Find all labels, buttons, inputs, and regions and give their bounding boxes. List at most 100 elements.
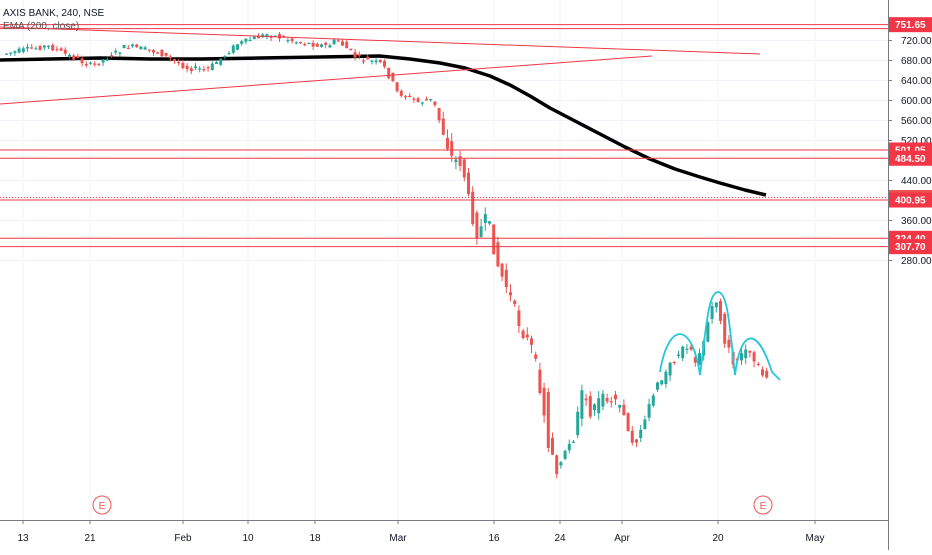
candle-body [756,363,760,366]
candle-body [42,45,46,48]
candle-body [370,60,374,62]
price-label-text: 484.50 [895,154,926,165]
candle-body [404,96,407,98]
candle-body [181,62,185,69]
candle-body [458,156,462,166]
drawings [0,24,888,248]
candle-body [588,396,592,417]
candle-body [278,34,281,39]
candle-body [252,36,256,40]
candle-body [408,95,412,98]
candle-body [584,398,588,401]
candle-body [433,101,437,106]
y-tick-label: 520.00 [901,136,932,147]
candle-body [660,380,664,385]
price-label-box [889,239,932,255]
candle-body [643,419,647,429]
earnings-marker-label: E [760,501,767,512]
candle-body [152,50,155,53]
candle-body [63,49,67,54]
candle-body [290,38,294,42]
candle-body [681,346,685,359]
y-tick-label: 680.00 [901,56,932,67]
candle-body [164,52,168,56]
candle-body [34,48,38,50]
candle-body [257,36,260,39]
head-and-shoulders-pattern [659,291,781,381]
candle-body [609,401,613,403]
x-tick-label: 20 [712,533,724,544]
candle-body [614,394,617,400]
candle-body [168,56,172,59]
candle-body [719,301,722,321]
candle-body [362,60,365,62]
candle-body [509,292,512,296]
y-tick-label: 360.00 [901,216,932,227]
candle-body [198,68,202,70]
candle-body [131,44,134,47]
x-tick-label: 24 [554,533,566,544]
x-tick-label: May [806,533,825,544]
candle-body [189,68,193,72]
candle-body [740,353,743,361]
x-tick-label: 13 [17,533,29,544]
candle-body [328,45,332,48]
price-label-text: 307.70 [895,242,926,253]
candle-body [139,46,143,50]
candle-body [110,55,113,57]
candle-body [429,99,433,101]
candle-body [244,38,248,42]
candle-body [551,437,554,455]
candle-body [105,59,109,61]
candle-body [605,397,609,402]
candle-body [479,226,483,237]
candle-body [353,52,357,58]
candle-body [748,350,752,353]
candle-body [656,382,659,390]
candle-body [51,44,55,51]
candle-body [521,330,525,339]
candle-body [425,99,428,101]
candle-body [462,159,466,178]
candle-body [76,56,80,58]
candle-body [639,429,643,438]
ema-legend: EMA (200, close) [3,21,80,32]
candle-body [143,47,147,50]
candle-body [227,53,231,55]
x-tick-label: 16 [488,533,500,544]
candle-body [618,404,622,408]
candle-body [534,354,538,359]
candle-body [530,338,533,345]
candle-body [391,72,395,82]
candle-body [135,44,139,48]
candles [5,32,769,479]
candle-body [542,387,546,416]
candle-body [496,242,500,267]
candle-body [118,52,122,54]
candle-body [672,361,676,363]
y-tick-label: 640.00 [901,76,932,87]
candle-body [126,47,130,50]
candle-body [93,63,97,65]
candle-body [248,39,252,42]
candle-body [668,362,672,376]
candle-body [555,455,559,475]
candle-body [626,413,630,431]
candle-body [286,40,290,42]
candle-body [336,40,340,42]
candle-body [265,34,269,37]
candle-body [635,439,638,443]
candle-body [210,63,214,71]
candle-body [517,310,521,327]
candle-body [185,65,189,70]
candle-body [752,352,756,362]
price-label-text: 751.65 [895,20,926,31]
candle-body [30,47,34,49]
candle-body [399,90,403,96]
candle-body [483,214,487,223]
candle-body [55,48,59,50]
